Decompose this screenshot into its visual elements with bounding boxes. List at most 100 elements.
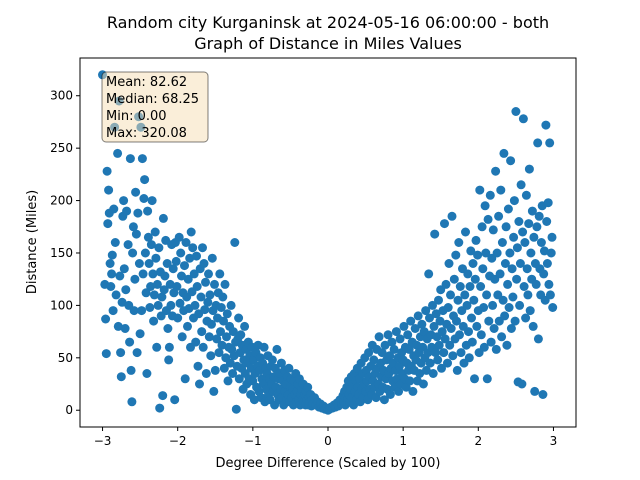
data-point — [180, 374, 190, 384]
data-point — [434, 295, 443, 305]
data-point — [122, 206, 132, 216]
data-point — [192, 251, 201, 261]
data-point — [405, 376, 415, 386]
y-tick-label: 200 — [50, 194, 73, 208]
data-point — [418, 379, 428, 389]
data-point — [473, 250, 483, 260]
data-point — [145, 303, 155, 312]
data-point — [467, 313, 476, 323]
data-point — [517, 379, 527, 389]
data-point — [456, 348, 466, 358]
data-point — [143, 206, 153, 216]
data-point — [144, 259, 154, 268]
data-point — [516, 180, 526, 190]
data-point — [164, 355, 174, 365]
data-point — [106, 282, 116, 291]
data-point — [543, 198, 553, 208]
data-point — [528, 321, 538, 331]
data-point — [541, 120, 551, 130]
data-point — [150, 227, 160, 237]
data-point — [210, 365, 220, 375]
data-point — [497, 238, 507, 247]
data-point — [519, 282, 529, 291]
data-point — [385, 390, 395, 399]
x-axis-label: Degree Difference (Scaled by 100) — [216, 456, 441, 471]
data-point — [545, 138, 555, 148]
data-point — [259, 342, 269, 352]
y-axis-label: Distance (Miles) — [25, 190, 40, 294]
data-point — [542, 259, 552, 268]
data-point — [476, 282, 486, 291]
data-point — [425, 313, 434, 323]
data-point — [539, 246, 549, 256]
data-point — [214, 348, 224, 358]
data-point — [126, 365, 136, 375]
data-point — [113, 321, 123, 331]
data-point — [455, 330, 464, 340]
data-point — [153, 300, 163, 310]
data-point — [207, 319, 216, 329]
data-point — [482, 374, 492, 384]
data-point — [508, 292, 518, 302]
data-point — [496, 185, 506, 195]
data-point — [111, 290, 121, 300]
x-tick-label: 0 — [324, 434, 332, 448]
data-point — [495, 269, 505, 279]
data-point — [547, 232, 557, 242]
stats-box-background — [101, 71, 209, 143]
data-point — [171, 256, 181, 266]
data-point — [198, 342, 208, 352]
data-point — [421, 365, 431, 375]
data-point — [183, 321, 192, 331]
data-point — [284, 363, 294, 373]
data-point — [489, 324, 499, 333]
data-point — [469, 295, 479, 305]
data-point — [520, 238, 530, 247]
data-point — [506, 324, 516, 333]
data-point — [132, 348, 142, 358]
data-point — [443, 358, 452, 368]
data-point — [470, 274, 480, 284]
data-point — [234, 374, 244, 384]
data-point — [379, 395, 389, 405]
data-point — [408, 386, 418, 396]
data-point — [491, 344, 501, 354]
data-point — [534, 211, 544, 221]
data-point — [192, 282, 202, 291]
data-point — [497, 332, 507, 342]
data-point — [234, 313, 244, 323]
data-point — [501, 222, 511, 232]
data-point — [503, 204, 513, 214]
data-point — [506, 156, 516, 166]
data-point — [449, 274, 459, 284]
data-point — [452, 316, 461, 326]
data-point — [485, 190, 495, 200]
data-point — [204, 332, 214, 342]
data-point — [148, 269, 158, 279]
chart-title-line2: Graph of Distance in Miles Values — [194, 34, 462, 53]
data-point — [140, 248, 150, 258]
data-point — [217, 340, 227, 350]
data-point — [166, 300, 176, 310]
data-point — [147, 196, 157, 206]
data-point — [441, 279, 451, 289]
data-point — [120, 324, 130, 333]
data-point — [107, 269, 117, 279]
data-point — [191, 337, 201, 347]
data-point — [453, 295, 463, 305]
data-point — [119, 196, 129, 206]
data-point — [152, 279, 162, 289]
data-point — [470, 374, 479, 384]
data-point — [505, 248, 515, 258]
data-point — [394, 386, 404, 396]
data-point — [115, 271, 125, 281]
data-point — [205, 290, 215, 300]
data-point — [139, 194, 149, 203]
data-point — [488, 300, 498, 310]
data-point — [419, 327, 429, 337]
data-point — [193, 361, 203, 371]
data-point — [131, 187, 141, 197]
data-point — [204, 269, 213, 279]
data-point — [444, 259, 454, 268]
data-point — [529, 232, 539, 242]
